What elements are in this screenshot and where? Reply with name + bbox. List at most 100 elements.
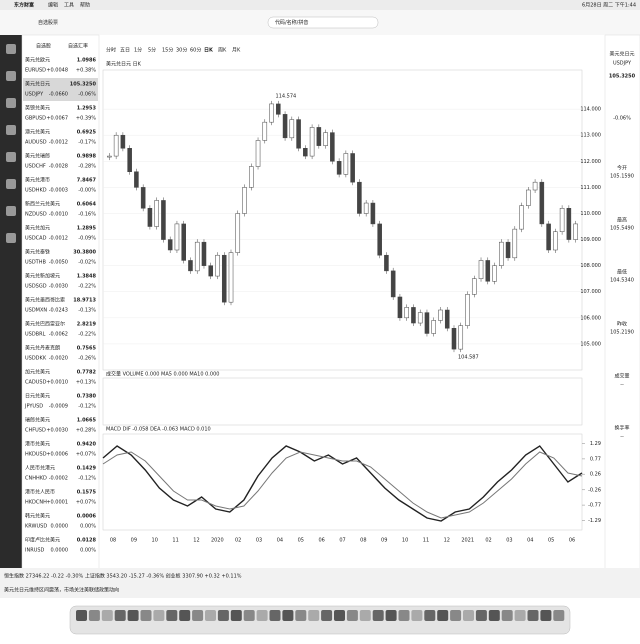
dock-icon[interactable]	[372, 610, 384, 621]
dock-icon[interactable]	[553, 610, 565, 621]
low-label: 104.587	[458, 355, 479, 361]
row-change: -0.0028	[49, 164, 68, 170]
row-name: 美元兑新加坡元	[25, 273, 60, 280]
row-price: 0.7782	[77, 370, 97, 376]
date-label: 03	[506, 538, 512, 544]
candle	[343, 153, 349, 175]
candle	[559, 208, 565, 232]
dock-icon[interactable]	[398, 610, 410, 621]
dock-icon[interactable]	[359, 610, 371, 621]
dock-icon[interactable]	[450, 610, 462, 621]
period-tab[interactable]: 五日	[120, 48, 130, 54]
candle	[573, 223, 578, 240]
dock-icon[interactable]	[230, 610, 242, 621]
field-value: 105.5490	[610, 226, 634, 232]
dock-icon[interactable]	[205, 610, 216, 621]
row-price: 0.1429	[77, 466, 97, 472]
nav-icon[interactable]	[6, 125, 16, 135]
tab-label[interactable]: 自选股票	[38, 19, 58, 26]
dock-icon[interactable]	[295, 610, 307, 621]
dock-icon[interactable]	[217, 610, 229, 621]
nav-icon[interactable]	[6, 44, 16, 54]
dock-icon[interactable]	[424, 610, 436, 621]
candle	[424, 312, 430, 334]
dock-icon[interactable]	[153, 610, 165, 621]
dock-icon[interactable]	[308, 610, 320, 621]
period-tab[interactable]: 60分	[190, 47, 201, 54]
nav-icon[interactable]	[6, 98, 16, 108]
dock-icon[interactable]	[282, 610, 294, 621]
chart-title: 美元兑日元 日K	[106, 61, 142, 68]
dock-icon[interactable]	[475, 610, 487, 621]
candle	[303, 148, 308, 157]
row-price: 0.9898	[77, 154, 97, 160]
period-tab[interactable]: 15分	[162, 47, 173, 54]
row-pct: -0.12%	[78, 476, 96, 482]
period-tab[interactable]: 日K	[204, 47, 214, 54]
row-code: USDCHF	[25, 164, 46, 170]
row-code: NZDUSD	[25, 212, 47, 218]
macd-tick-label: -0.77	[588, 503, 601, 509]
dock-icon[interactable]	[334, 610, 345, 621]
volume-pane	[102, 377, 583, 426]
dock-icon[interactable]	[179, 610, 191, 621]
dock-icon[interactable]	[101, 610, 113, 621]
dock-icon[interactable]	[114, 610, 126, 621]
dock-icon[interactable]	[192, 610, 204, 621]
period-tab[interactable]: 5分	[148, 47, 156, 54]
candle	[127, 148, 132, 172]
dock-icon[interactable]	[540, 610, 552, 621]
candle	[194, 241, 200, 272]
dock-icon[interactable]	[269, 610, 281, 621]
row-pct: +0.07%	[76, 452, 96, 458]
menu-item: 帮助	[80, 2, 90, 9]
dock-icon[interactable]	[437, 610, 449, 621]
candle	[566, 208, 572, 240]
candle	[471, 278, 477, 295]
period-tab[interactable]: 周K	[218, 48, 227, 54]
y-tick-label: 112.000	[580, 159, 601, 165]
dock-icon[interactable]	[488, 610, 500, 621]
row-code: AUDUSD	[25, 140, 47, 146]
candle	[107, 155, 112, 158]
row-name: 美元兑瑞郎	[25, 153, 50, 160]
watchlist-tab[interactable]: 自选股	[36, 43, 51, 50]
row-price: 0.0128	[77, 538, 97, 544]
dock-icon[interactable]	[527, 610, 539, 621]
dock-icon[interactable]	[127, 610, 139, 621]
search-box[interactable]	[267, 16, 379, 29]
dock-icon[interactable]	[166, 610, 178, 621]
nav-icon[interactable]	[6, 152, 16, 162]
dock-icon[interactable]	[463, 610, 474, 621]
nav-sidebar	[0, 35, 22, 580]
dock-icon[interactable]	[514, 610, 526, 621]
candle	[188, 260, 193, 272]
dock-icon[interactable]	[76, 610, 87, 621]
row-pct: +0.39%	[76, 116, 96, 122]
candle	[289, 119, 295, 139]
dock-icon[interactable]	[243, 610, 255, 621]
nav-icon[interactable]	[6, 206, 16, 216]
period-tab[interactable]: 1分	[134, 47, 142, 54]
dock-icon[interactable]	[411, 610, 423, 621]
date-label: 12	[193, 538, 199, 544]
row-change: +0.0010	[46, 380, 68, 386]
period-tab[interactable]: 月K	[232, 48, 241, 54]
row-price: 0.6064	[77, 202, 97, 208]
side-pct: -0.06%	[613, 116, 631, 122]
dock-icon[interactable]	[140, 610, 152, 621]
dock-icon[interactable]	[346, 610, 358, 621]
dock-icon[interactable]	[501, 610, 513, 621]
period-tab[interactable]: 30分	[176, 47, 187, 54]
nav-icon[interactable]	[6, 179, 16, 189]
nav-icon[interactable]	[6, 233, 16, 243]
row-change: -0.0009	[49, 404, 68, 410]
nav-icon[interactable]	[6, 71, 16, 81]
dock-icon[interactable]	[385, 610, 397, 621]
date-label: 05	[298, 538, 304, 544]
dock-icon[interactable]	[88, 610, 100, 621]
dock-icon[interactable]	[321, 610, 333, 621]
dock-icon[interactable]	[256, 610, 268, 621]
watchlist-tab[interactable]: 自选汇率	[68, 43, 88, 50]
period-tab[interactable]: 分时	[106, 47, 116, 54]
